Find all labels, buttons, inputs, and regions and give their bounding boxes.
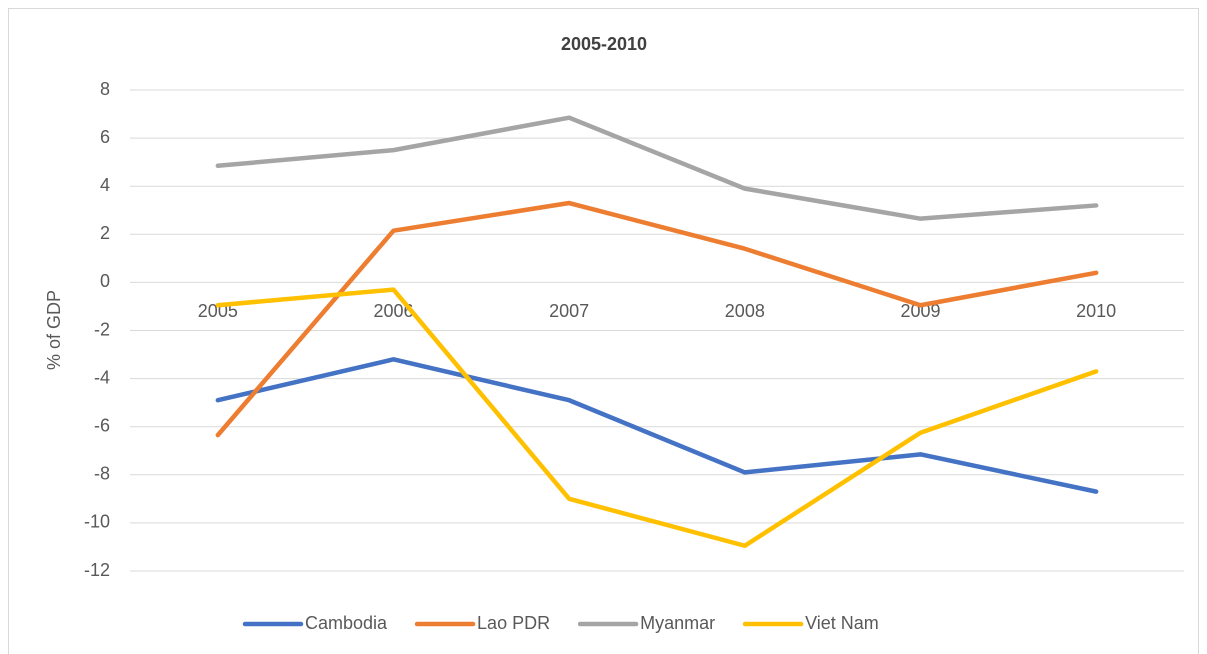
y-axis-label: % of GDP bbox=[44, 290, 64, 370]
x-tick-label: 2007 bbox=[549, 301, 589, 321]
x-tick-label: 2008 bbox=[725, 301, 765, 321]
series-line bbox=[215, 200, 1099, 438]
series-line bbox=[215, 115, 1099, 221]
x-tick-label: 2006 bbox=[373, 301, 413, 321]
legend-label: Cambodia bbox=[305, 613, 388, 633]
y-tick-label: 6 bbox=[100, 127, 110, 147]
y-tick-label: -2 bbox=[94, 319, 110, 339]
y-tick-label: 4 bbox=[100, 175, 110, 195]
legend-label: Lao PDR bbox=[477, 613, 550, 633]
series-line bbox=[215, 287, 1099, 548]
series-line bbox=[215, 357, 1099, 494]
chart-border bbox=[8, 8, 1199, 654]
y-tick-label: -6 bbox=[94, 415, 110, 435]
y-tick-label: 2 bbox=[100, 223, 110, 243]
y-tick-label: -12 bbox=[84, 560, 110, 580]
chart-title: 2005-2010 bbox=[561, 34, 647, 54]
legend-label: Viet Nam bbox=[805, 613, 879, 633]
x-tick-label: 2009 bbox=[900, 301, 940, 321]
x-tick-label: 2010 bbox=[1076, 301, 1116, 321]
y-tick-label: 8 bbox=[100, 79, 110, 99]
y-tick-label: 0 bbox=[100, 271, 110, 291]
y-tick-label: -4 bbox=[94, 367, 110, 387]
legend-label: Myanmar bbox=[640, 613, 715, 633]
y-tick-label: -10 bbox=[84, 512, 110, 532]
y-tick-label: -8 bbox=[94, 464, 110, 484]
